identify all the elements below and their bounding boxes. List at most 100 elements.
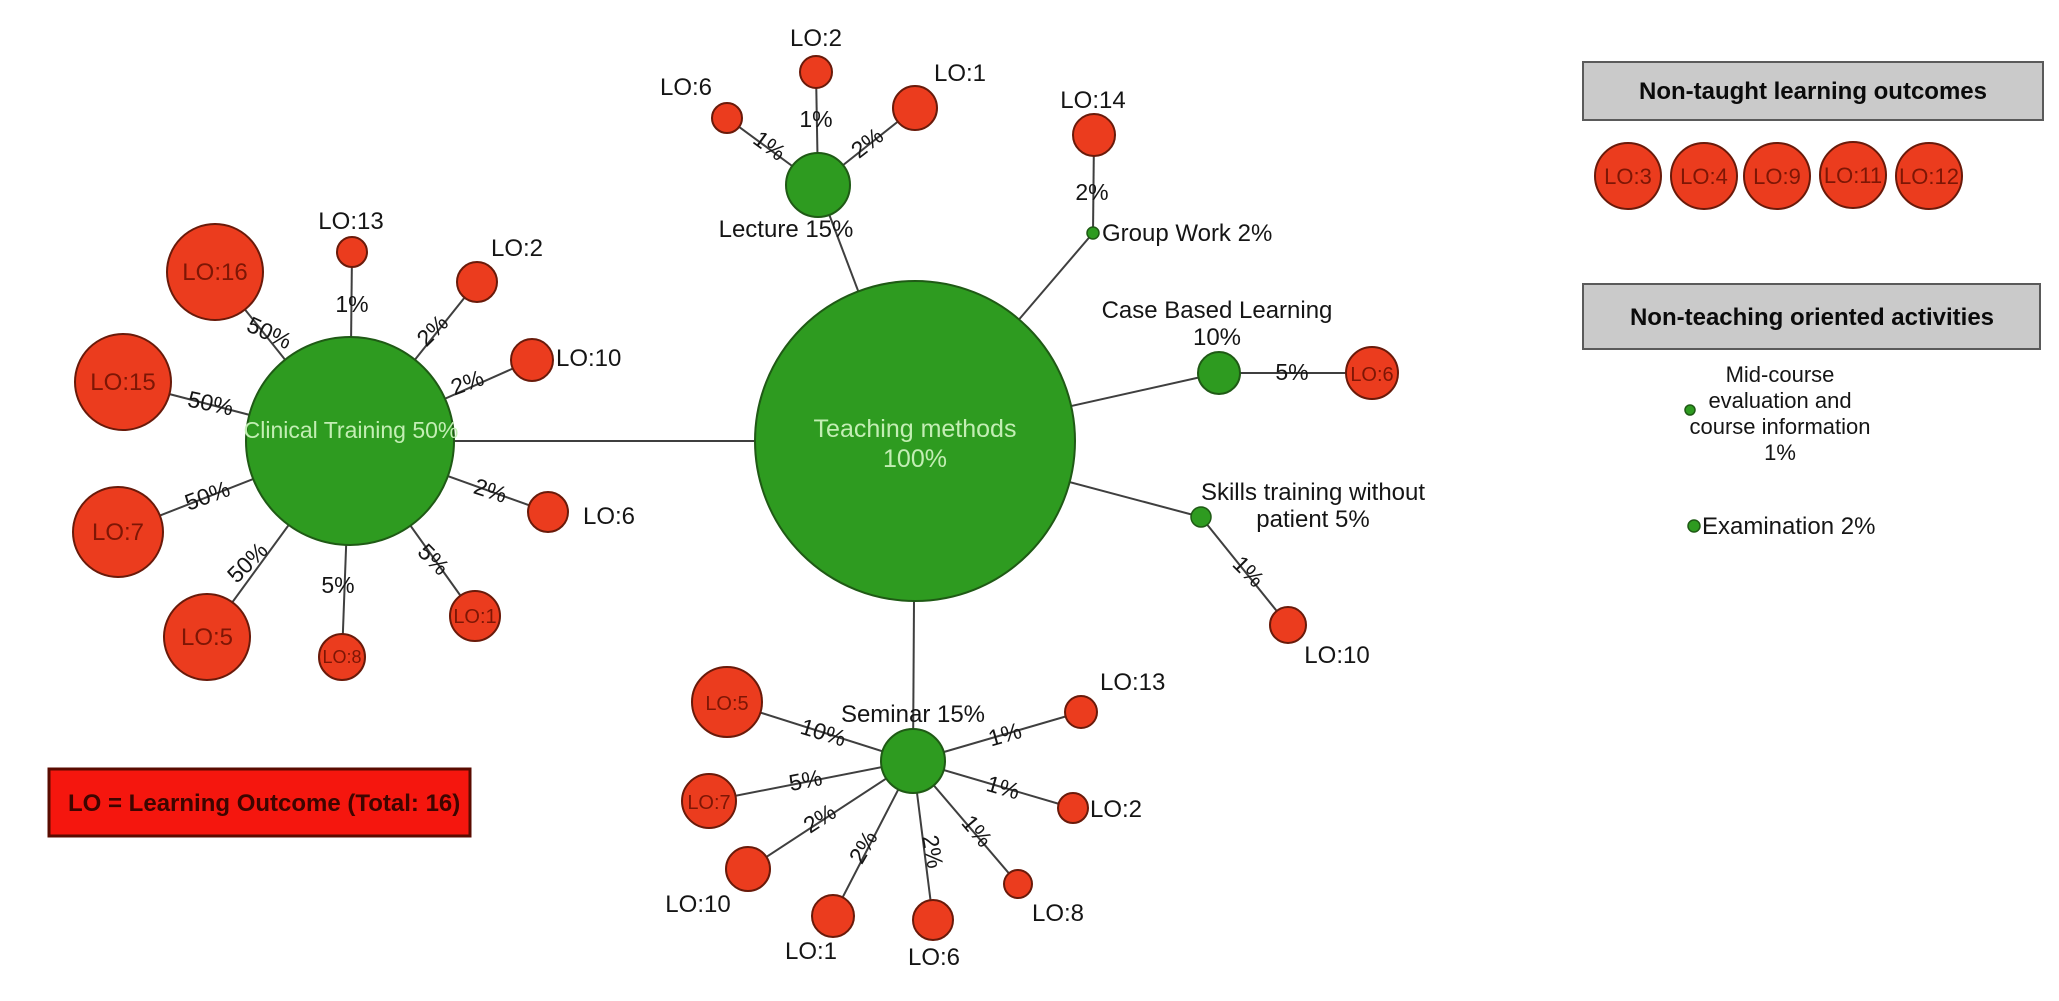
seminar-lo6-node	[912, 899, 954, 941]
non-taught-lo9-node	[1743, 142, 1811, 210]
seminar-lo7-pct: 5%	[787, 764, 825, 796]
clinical-lo15-node	[74, 333, 172, 431]
clinical-lo7-pct: 50%	[181, 475, 233, 515]
non-teaching-header-title: Non-teaching oriented activities	[1630, 304, 1994, 331]
lecture-lo1-label: LO:1	[934, 60, 986, 87]
seminar-lo13-label: LO:13	[1100, 669, 1165, 696]
clinical-lo7-node	[72, 486, 164, 578]
clinical-lo5-node	[163, 593, 251, 681]
non-taught-header-box	[1582, 61, 2044, 121]
non-taught-lo3-node	[1594, 142, 1662, 210]
groupwork-lo14-label: LO:14	[1060, 87, 1125, 114]
casebased-lo6-label: LO:6	[1350, 364, 1393, 386]
lecture-lo6-node	[711, 102, 743, 134]
seminar-lo1-node	[811, 894, 855, 938]
clinical-lo10-pct: 2%	[447, 365, 487, 401]
group-work-node	[1086, 226, 1100, 240]
non-taught-lo11-node	[1819, 141, 1887, 209]
clinical-lo1-node	[449, 590, 501, 642]
non-taught-lo4-node	[1670, 142, 1738, 210]
clinical-training-label: Clinical Training 50%	[244, 417, 459, 443]
edge-skills-lo10	[1200, 516, 1289, 626]
lecture-node	[785, 152, 851, 218]
seminar-lo10-label: LO:10	[665, 891, 730, 918]
clinical-lo13-pct: 1%	[335, 291, 368, 317]
skills-label-line1: Skills training without	[1201, 479, 1425, 506]
mid-course-line3: course information	[1690, 414, 1871, 439]
non-taught-lo4-label: LO:4	[1680, 164, 1728, 189]
teaching-methods-pct: 100%	[883, 445, 947, 473]
clinical-lo15-label: LO:15	[90, 369, 155, 396]
mid-course-line4: 1%	[1764, 440, 1796, 465]
legend: LO = Learning Outcome (Total: 16)	[47, 767, 472, 838]
examination-dot	[1687, 519, 1701, 533]
lecture-lo1-node	[892, 85, 938, 131]
clinical-training-node	[245, 336, 455, 546]
seminar-lo2-node	[1057, 792, 1089, 824]
case-based-learning-node	[1197, 351, 1241, 395]
clinical-lo16-node	[166, 223, 264, 321]
seminar-lo7-node	[681, 773, 737, 829]
clinical-lo5-label: LO:5	[181, 624, 233, 651]
casebased-lo6-node	[1345, 346, 1399, 400]
groupwork-lo14-pct: 2%	[1075, 179, 1108, 205]
groupwork-label: Group Work 2%	[1102, 220, 1272, 247]
seminar-lo7-label: LO:7	[687, 792, 730, 814]
skills-lo10-label: LO:10	[1304, 642, 1369, 669]
seminar-lo8-node	[1003, 869, 1033, 899]
seminar-lo8-label: LO:8	[1032, 900, 1084, 927]
clinical-lo2-node	[456, 261, 498, 303]
casebased-label-line2: 10%	[1193, 324, 1241, 351]
clinical-lo6-node	[527, 491, 569, 533]
non-taught-header-title: Non-taught learning outcomes	[1639, 78, 1987, 105]
clinical-lo1-label: LO:1	[453, 606, 496, 628]
clinical-lo1-pct: 5%	[413, 538, 455, 580]
non-taught-lo11-label: LO:11	[1824, 163, 1882, 188]
mid-course-dot	[1684, 404, 1696, 416]
clinical-lo10-node	[510, 338, 554, 382]
clinical-lo2-pct: 2%	[411, 309, 453, 351]
legend-key-text: LO = Learning Outcome (Total: 16)	[68, 790, 460, 817]
clinical-lo2-label: LO:2	[491, 235, 543, 262]
lecture-lo6-label: LO:6	[660, 74, 712, 101]
lecture-lo2-node	[799, 55, 833, 89]
skills-lo10-node	[1269, 606, 1307, 644]
lecture-lo2-label: LO:2	[790, 25, 842, 52]
clinical-lo13-node	[336, 236, 368, 268]
clinical-lo16-pct: 50%	[243, 311, 296, 354]
non-taught-panel: Non-taught learning outcomes LO:3 LO:4 L…	[1582, 61, 2044, 210]
seminar-lo1-label: LO:1	[785, 938, 837, 965]
seminar-lo6-label: LO:6	[908, 944, 960, 971]
edge-seminar-lo7	[708, 760, 914, 802]
seminar-lo13-node	[1064, 695, 1098, 729]
groupwork-lo14-node	[1072, 113, 1116, 157]
clinical-lo5-pct: 50%	[222, 537, 273, 588]
seminar-lo5-label: LO:5	[705, 693, 748, 715]
seminar-node	[880, 728, 946, 794]
non-teaching-panel: Non-teaching oriented activities Mid-cou…	[1582, 283, 2041, 540]
skills-label-line2: patient 5%	[1256, 506, 1369, 533]
clinical-lo10-label: LO:10	[556, 345, 621, 372]
clinical-lo7-label: LO:7	[92, 519, 144, 546]
clinical-lo13-label: LO:13	[318, 208, 383, 235]
seminar-lo8-pct: 1%	[956, 810, 997, 852]
seminar-lo5-node	[691, 666, 763, 738]
examination-label: Examination 2%	[1702, 513, 1875, 540]
skills-training-node	[1190, 506, 1212, 528]
lecture-label: Lecture 15%	[719, 216, 854, 243]
seminar-label: Seminar 15%	[841, 701, 985, 728]
casebased-label-line1: Case Based Learning	[1102, 297, 1333, 324]
seminar-lo10-node	[725, 846, 771, 892]
clinical-lo6-pct: 2%	[471, 473, 511, 508]
seminar-lo2-pct: 1%	[984, 770, 1023, 804]
mid-course-line2: evaluation and	[1708, 388, 1851, 413]
legend-key-box	[47, 767, 472, 838]
teaching-methods-node	[754, 280, 1076, 602]
seminar-lo13-pct: 1%	[985, 717, 1024, 751]
non-taught-lo9-label: LO:9	[1753, 164, 1801, 189]
lecture-lo2-pct: 1%	[799, 106, 832, 132]
non-taught-lo12-node	[1895, 142, 1963, 210]
clinical-lo8-node	[318, 633, 366, 681]
